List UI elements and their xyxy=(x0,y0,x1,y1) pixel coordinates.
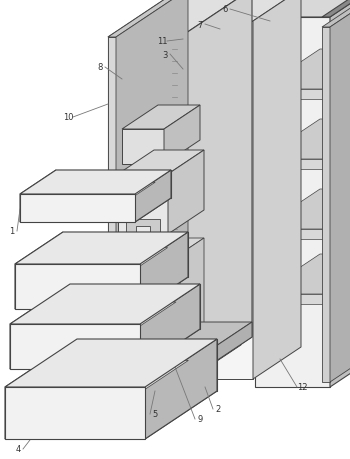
Text: 9: 9 xyxy=(197,414,203,424)
Polygon shape xyxy=(12,361,188,394)
Polygon shape xyxy=(140,285,200,369)
Text: 1: 1 xyxy=(9,227,15,236)
Text: 11: 11 xyxy=(157,38,167,46)
Polygon shape xyxy=(20,171,56,223)
Polygon shape xyxy=(122,106,200,130)
Polygon shape xyxy=(164,106,200,165)
Polygon shape xyxy=(325,50,350,100)
Polygon shape xyxy=(15,264,140,309)
Polygon shape xyxy=(183,30,205,369)
Polygon shape xyxy=(20,171,171,195)
Polygon shape xyxy=(77,339,217,391)
Polygon shape xyxy=(322,0,350,28)
Polygon shape xyxy=(118,151,204,174)
Text: 12: 12 xyxy=(297,383,307,392)
Polygon shape xyxy=(10,329,200,369)
Polygon shape xyxy=(108,38,180,385)
Polygon shape xyxy=(116,0,188,385)
Text: 7: 7 xyxy=(197,21,203,29)
Polygon shape xyxy=(135,171,171,223)
Polygon shape xyxy=(205,0,301,22)
Text: 4: 4 xyxy=(15,444,21,453)
Polygon shape xyxy=(140,233,188,309)
Polygon shape xyxy=(70,285,200,329)
Polygon shape xyxy=(122,130,164,165)
Polygon shape xyxy=(260,50,350,90)
Polygon shape xyxy=(108,370,180,385)
Polygon shape xyxy=(260,230,325,240)
Polygon shape xyxy=(180,322,252,385)
Polygon shape xyxy=(118,174,168,235)
Polygon shape xyxy=(180,0,252,385)
Polygon shape xyxy=(260,90,325,100)
Text: 5: 5 xyxy=(152,409,158,419)
Text: 6: 6 xyxy=(222,6,228,15)
Polygon shape xyxy=(20,199,171,223)
Text: 8: 8 xyxy=(97,63,103,73)
Polygon shape xyxy=(205,22,253,379)
Polygon shape xyxy=(20,195,135,223)
Polygon shape xyxy=(260,120,350,160)
Polygon shape xyxy=(126,219,160,235)
Polygon shape xyxy=(260,294,325,304)
Polygon shape xyxy=(10,325,140,369)
Polygon shape xyxy=(10,285,70,369)
Polygon shape xyxy=(15,233,63,309)
Polygon shape xyxy=(5,339,217,387)
Polygon shape xyxy=(325,254,350,304)
Polygon shape xyxy=(165,239,204,254)
Polygon shape xyxy=(255,0,350,18)
Polygon shape xyxy=(5,339,77,439)
Polygon shape xyxy=(330,0,350,387)
Polygon shape xyxy=(25,183,155,200)
Polygon shape xyxy=(165,254,180,369)
Polygon shape xyxy=(56,171,171,199)
Polygon shape xyxy=(325,120,350,170)
Polygon shape xyxy=(63,233,188,277)
Polygon shape xyxy=(253,0,301,379)
Polygon shape xyxy=(330,0,350,382)
Polygon shape xyxy=(108,0,188,38)
Polygon shape xyxy=(205,6,241,369)
Polygon shape xyxy=(180,239,204,369)
Polygon shape xyxy=(168,151,204,235)
Text: 10: 10 xyxy=(63,113,73,122)
Polygon shape xyxy=(325,190,350,240)
Polygon shape xyxy=(260,190,350,230)
Polygon shape xyxy=(322,28,330,382)
Polygon shape xyxy=(16,302,176,330)
Polygon shape xyxy=(108,0,252,38)
Polygon shape xyxy=(260,254,350,294)
Polygon shape xyxy=(15,233,188,264)
Polygon shape xyxy=(5,387,145,439)
Polygon shape xyxy=(10,285,200,325)
Polygon shape xyxy=(145,339,217,439)
Polygon shape xyxy=(15,277,188,309)
Polygon shape xyxy=(5,391,217,439)
Text: 3: 3 xyxy=(162,50,168,59)
Polygon shape xyxy=(108,38,116,385)
Polygon shape xyxy=(322,0,350,18)
Polygon shape xyxy=(108,322,252,370)
Text: 2: 2 xyxy=(215,405,220,414)
Polygon shape xyxy=(255,18,330,387)
Polygon shape xyxy=(260,160,325,170)
Polygon shape xyxy=(21,248,168,270)
Polygon shape xyxy=(183,6,241,30)
